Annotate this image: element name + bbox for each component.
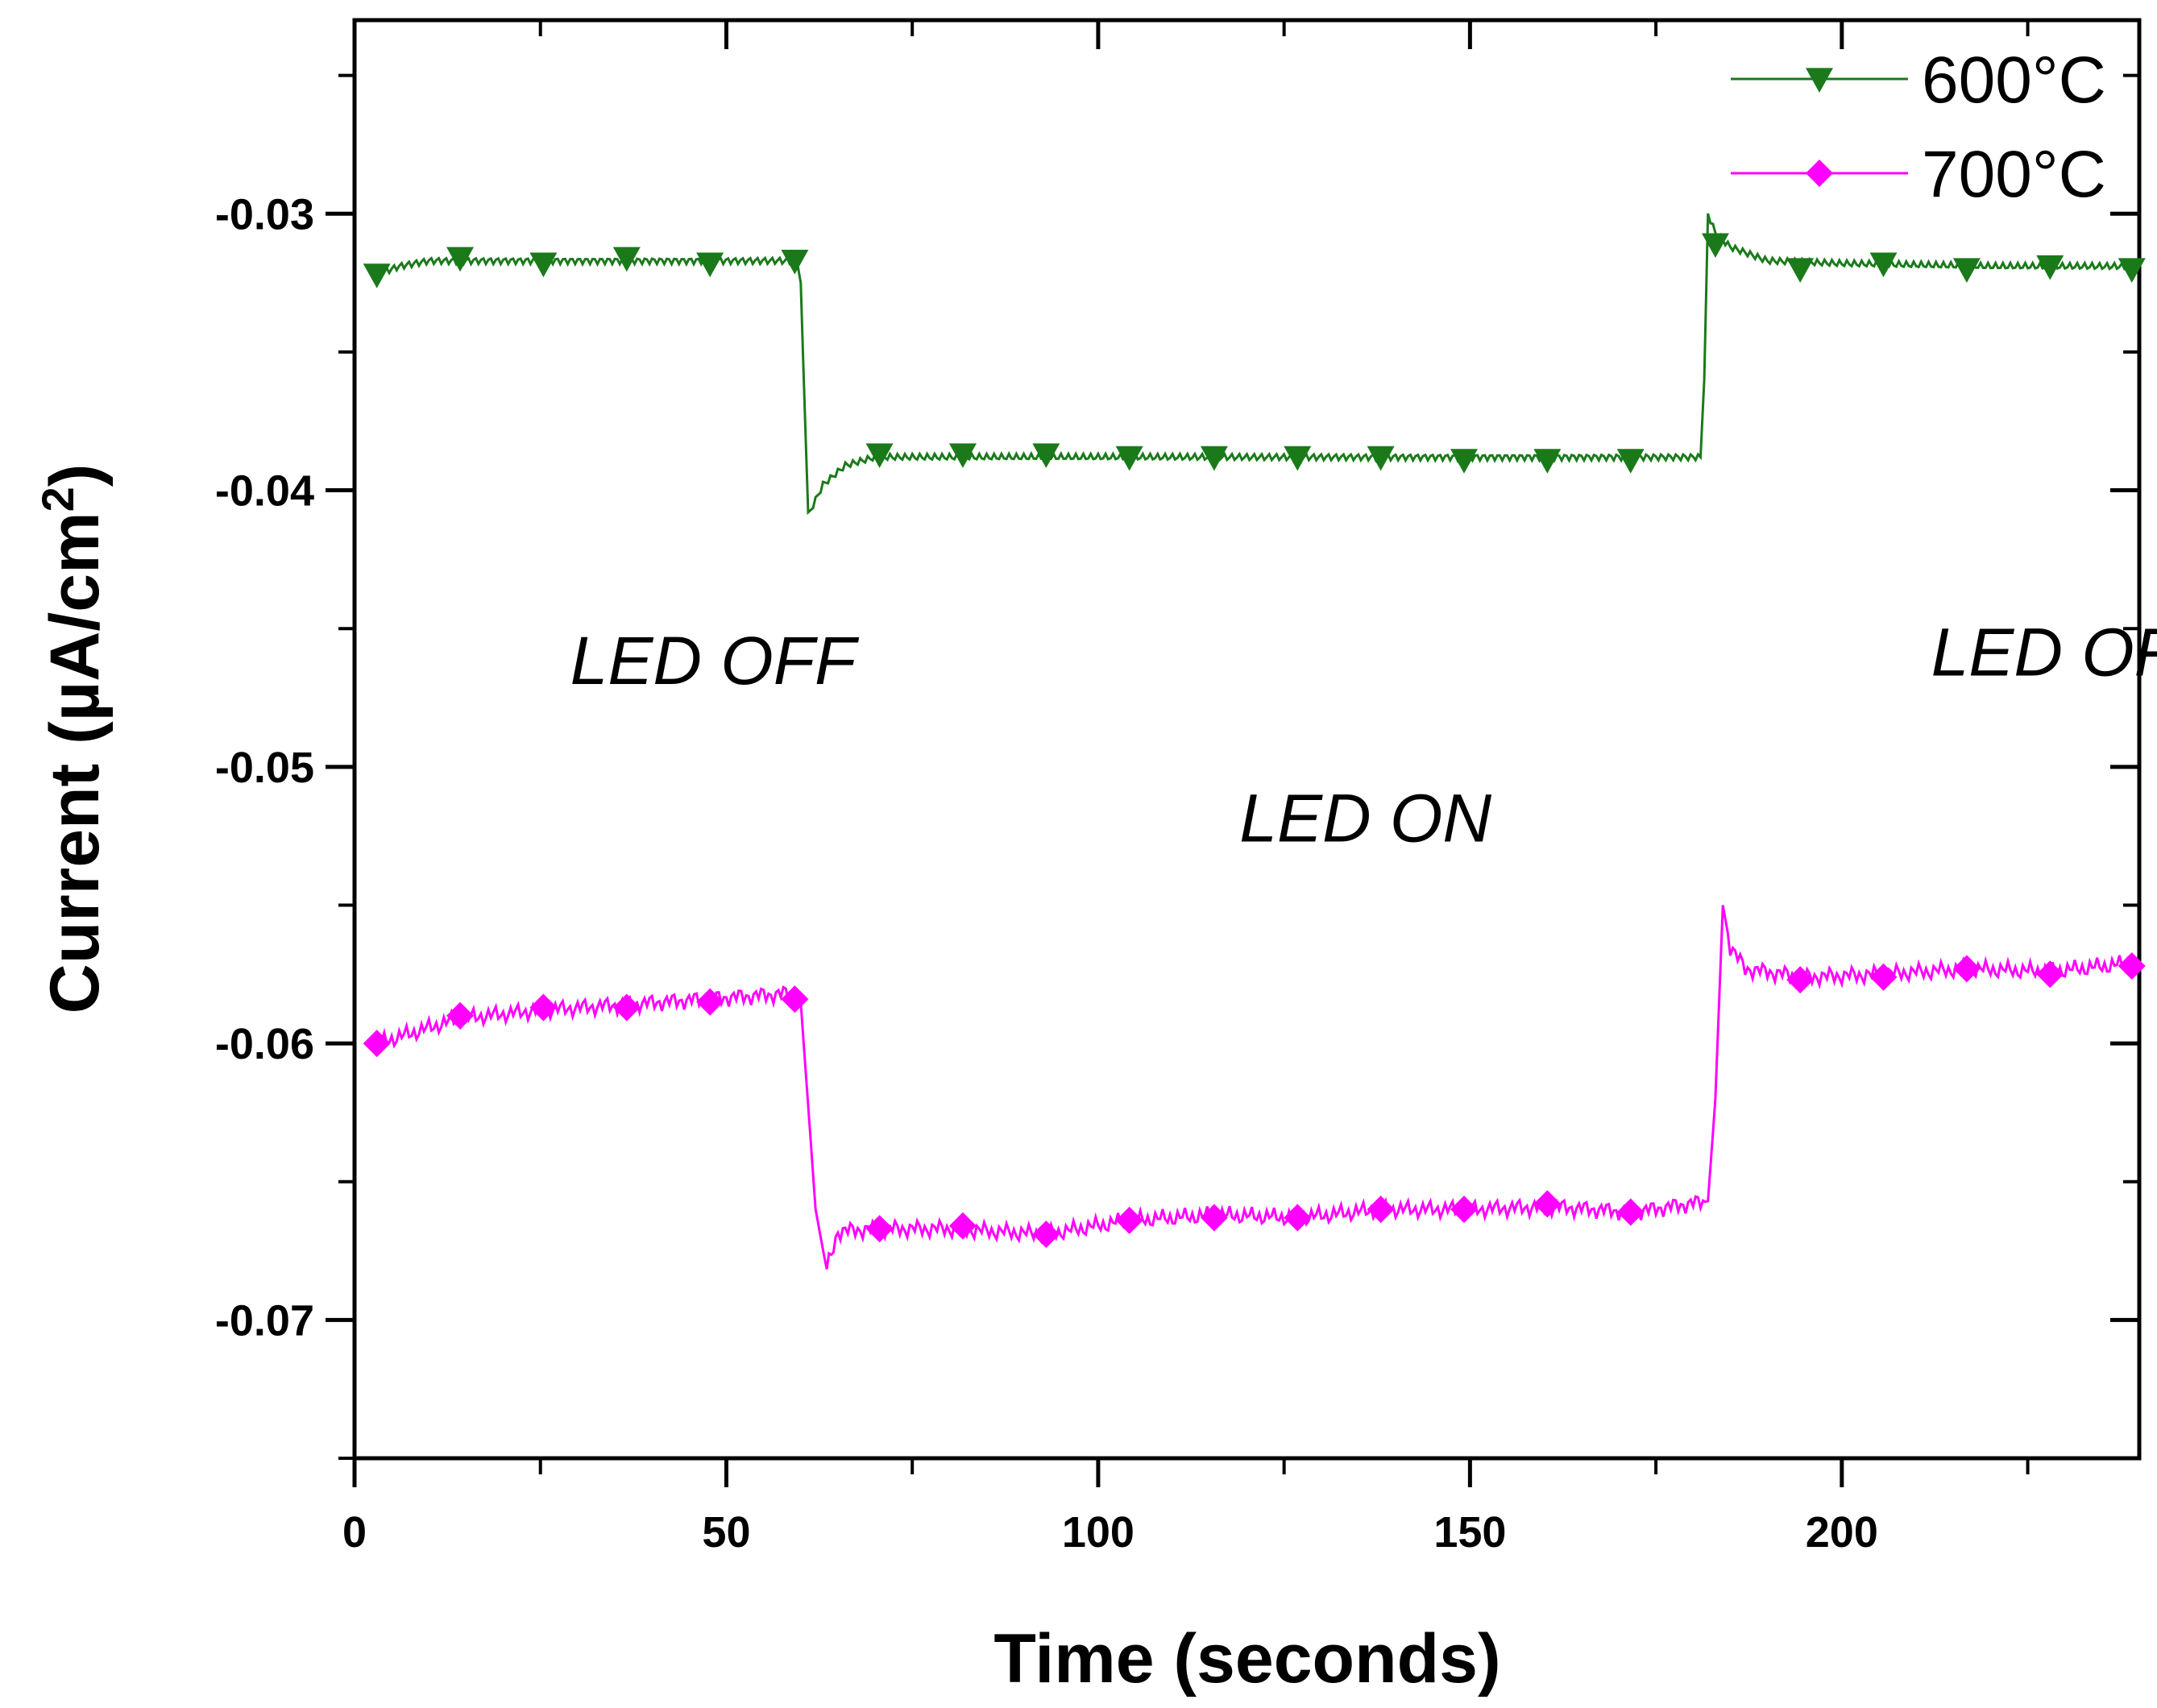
y-tick-label: -0.04 [215,467,314,516]
data-point [2036,255,2064,280]
legend-entry: 700°C [1731,138,2106,211]
y-tick-label: -0.07 [215,1296,314,1345]
annotation-text: LED OFF [1931,615,2157,690]
data-point [948,443,977,468]
data-point [1786,258,1815,283]
x-tick-label: 0 [342,1508,367,1557]
data-point [1284,446,1312,471]
legend-marker [1806,160,1833,187]
data-point [1952,258,1981,283]
data-point [865,443,894,468]
data-point [948,1212,977,1240]
legend: 600°C 700°C [1731,44,2106,211]
legend-marker [1806,68,1833,93]
data-point [1869,252,1898,278]
x-tick-label: 50 [702,1508,750,1557]
data-point [2118,258,2146,283]
data-point [1032,443,1060,468]
data-point [529,252,558,278]
y-axis-title-end: ) [36,464,114,487]
annotation-text: LED ON [1239,781,1491,856]
series-line [375,213,2133,516]
data-point [696,252,724,278]
data-point [781,985,809,1014]
data-point [1115,446,1143,471]
series-1 [363,905,2146,1270]
data-point [1200,1204,1228,1232]
data-point [1952,955,1981,983]
data-point [1200,446,1228,471]
legend-entry: 600°C [1731,44,2106,117]
axis-ticks: 0 50 100 150 200 -0.03 -0.04 -0.05 -0.06 -0.07 [215,20,2139,1557]
annotation-text: LED OFF [570,623,860,699]
data-point [1533,1190,1562,1218]
data-point [2118,951,2146,980]
x-tick-label: 200 [1806,1508,1878,1557]
data-point [1367,446,1395,471]
data-point [1786,966,1815,994]
data-point [1616,449,1645,474]
data-point [446,247,475,272]
annotations: LED OFF LED ON LED OFF [570,615,2157,856]
data-point [529,993,558,1022]
data-point [1450,449,1478,474]
x-tick-label: 150 [1433,1508,1506,1557]
x-tick-label: 100 [1062,1508,1134,1557]
data-point [1284,1204,1312,1232]
y-axis-title-main: Current (µA/cm [36,512,114,1014]
data-point [1616,1198,1645,1226]
series-0 [363,213,2146,516]
data-point [1032,1220,1060,1248]
data-point [865,1215,894,1243]
y-tick-label: -0.05 [215,744,314,792]
data-point [1533,449,1562,474]
data-point [781,250,809,275]
y-axis-title: Current (µA/cm2) [32,464,114,1014]
data-point [1367,1196,1395,1224]
series-line [375,905,2134,1270]
data-point [363,1030,391,1058]
plot-frame [352,18,2142,1461]
data-point [612,247,641,272]
legend-label: 700°C [1922,138,2106,211]
y-axis-title-superscript: 2 [32,487,83,512]
data-point [1450,1196,1478,1224]
data-point [696,988,724,1016]
series-layer [363,213,2146,1270]
y-tick-label: -0.06 [215,1020,314,1068]
x-axis-title: Time (seconds) [993,1620,1500,1698]
legend-label: 600°C [1922,44,2106,117]
data-point [612,993,641,1022]
y-tick-label: -0.03 [215,190,314,238]
data-point [446,1001,475,1030]
data-point [1701,233,1729,259]
data-point [363,263,391,288]
data-point [1869,963,1898,991]
data-point [1115,1206,1143,1234]
data-point [2036,960,2064,989]
